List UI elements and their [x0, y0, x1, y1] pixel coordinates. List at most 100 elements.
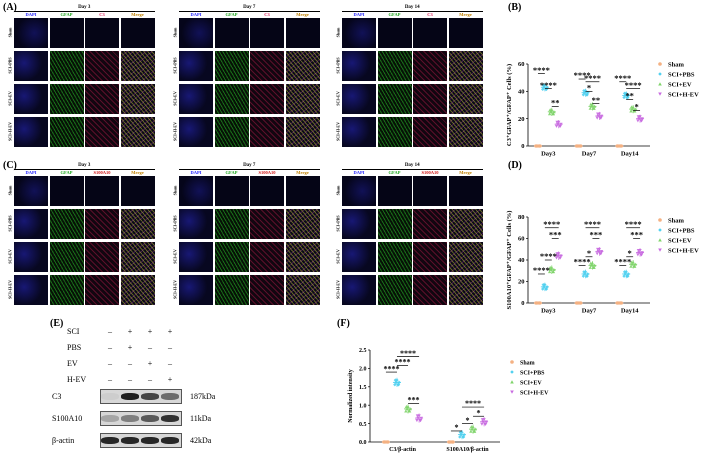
significance-label: ** [592, 95, 601, 105]
micrograph-tile [250, 242, 284, 272]
condition-sign: – [108, 343, 112, 352]
micrograph-tile [179, 84, 213, 114]
x-tick-label: Day3 [541, 151, 556, 158]
data-point [415, 419, 419, 423]
data-point [404, 409, 408, 413]
channel-label: Merge [131, 12, 144, 17]
protein-label: S100A10 [52, 414, 83, 423]
micrograph-tile [285, 209, 320, 239]
micrograph-tile [214, 117, 249, 147]
data-point [548, 265, 552, 269]
legend-label: SCI+PBS [668, 71, 695, 78]
micrograph-tile [214, 51, 249, 81]
micrograph-tile [120, 117, 155, 147]
micrograph-tile [377, 242, 412, 272]
micrograph-tile [49, 275, 84, 305]
channel-label: GFAP [388, 12, 401, 17]
data-point [458, 435, 462, 439]
row-label: SCI+PBS [335, 215, 341, 232]
micrograph-tile [85, 176, 119, 206]
row-label: Sham [172, 185, 178, 196]
row-label: SCI+H-EV [7, 122, 13, 141]
chart-b-c3-gfap: 0 20 40 60 C3⁺GFAP⁺/GFAP⁺ Cells (%) Day3 Day7 D… [506, 61, 699, 158]
micrograph-tile [85, 275, 119, 305]
micrograph-tile [413, 242, 447, 272]
micrograph-tile [413, 51, 447, 81]
data-point [599, 252, 603, 256]
data-point [554, 256, 559, 260]
micrograph-tile [250, 51, 284, 81]
significance-label: ** [551, 98, 560, 108]
data-point [636, 115, 641, 119]
micrograph-tile [49, 51, 84, 81]
channel-label: GFAP [60, 12, 73, 17]
row-label: SCI+H-EV [335, 122, 341, 141]
significance-label: **** [625, 219, 642, 229]
data-point [554, 124, 559, 128]
legend-marker [658, 62, 662, 66]
condition-sign: + [147, 327, 153, 336]
data-point [633, 264, 637, 268]
day-title: Day 14 [404, 5, 420, 10]
x-tick-label: Day7 [582, 151, 597, 158]
condition-label: SCI [67, 327, 80, 336]
micrograph-tile [179, 242, 213, 272]
data-point [393, 378, 398, 382]
significance-label: * [466, 416, 470, 425]
data-point [407, 409, 412, 413]
row-label: SCI+EV [172, 249, 178, 264]
data-point [472, 429, 477, 433]
legend-marker [510, 370, 514, 374]
condition-sign: – [148, 343, 152, 352]
channel-label: GFAP [60, 170, 73, 175]
blot-band [141, 393, 159, 400]
channel-label: DAPI [25, 170, 37, 175]
significance-label: * [477, 408, 481, 417]
channel-label: Merge [296, 170, 309, 175]
y-tick-label: 1.5 [359, 385, 367, 391]
micrograph-tile [179, 18, 213, 48]
data-point [595, 116, 599, 120]
micrograph-tile [413, 209, 447, 239]
data-point [541, 87, 545, 91]
micrograph-tile [49, 18, 84, 48]
channel-label: GFAP [225, 12, 238, 17]
data-point [558, 124, 563, 128]
legend-label: SCI+H-EV [520, 390, 549, 396]
day-title: Day 3 [78, 5, 91, 10]
data-point [629, 109, 633, 113]
day-title: Day 7 [243, 5, 256, 10]
legend-marker [510, 390, 514, 394]
micrograph-tile [377, 176, 412, 206]
day-title: Day 7 [243, 163, 256, 168]
molecular-weight-label: 187kDa [190, 392, 216, 401]
legend-marker [658, 72, 662, 76]
legend-label: SCI+H-EV [668, 247, 699, 254]
molecular-weight-label: 42kDa [190, 436, 212, 445]
micrograph-tile [377, 51, 412, 81]
data-point [461, 435, 466, 439]
significance-label: **** [383, 364, 399, 373]
panel-label-a: (A) [3, 2, 17, 13]
micrograph-tile [285, 275, 320, 305]
data-point [415, 414, 420, 418]
legend-marker [658, 92, 662, 96]
legend-label: Sham [668, 217, 684, 224]
channel-label: Merge [131, 170, 144, 175]
data-point [588, 106, 592, 110]
day-divider [179, 169, 320, 170]
micrograph-tile [49, 117, 84, 147]
micrograph-tile [285, 51, 320, 81]
micrograph-tile [342, 18, 376, 48]
micrograph-tile [214, 275, 249, 305]
legend-label: SCI+PBS [520, 370, 545, 376]
blot-band [141, 437, 159, 444]
micrograph-tile [14, 176, 48, 206]
data-point [480, 422, 484, 426]
micrograph-tile [214, 209, 249, 239]
channel-label: C3 [99, 12, 105, 17]
micrograph-tile [285, 242, 320, 272]
significance-label: *** [630, 230, 643, 240]
condition-sign: – [108, 375, 112, 384]
condition-sign: – [148, 375, 152, 384]
